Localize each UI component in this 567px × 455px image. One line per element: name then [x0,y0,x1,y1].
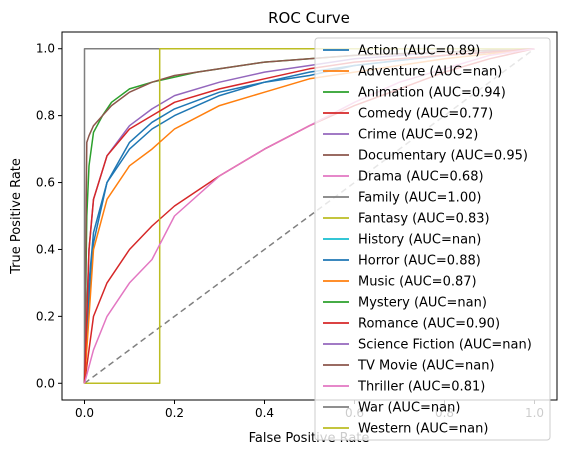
legend: Action (AUC=0.89) Adventure (AUC=nan) Anim… [314,37,551,441]
legend-entry-12: Mystery (AUC=nan) [358,296,487,311]
y-tick-label-0: 0.0 [36,376,55,390]
legend-entry-17: War (AUC=nan) [358,401,460,416]
legend-entry-2: Animation (AUC=0.94) [358,86,506,101]
y-tick-label-4: 0.8 [36,109,55,123]
y-tick-label-1: 0.2 [36,309,55,323]
legend-entry-14: Science Fiction (AUC=nan) [358,338,532,353]
legend-entry-7: Family (AUC=1.00) [358,191,481,206]
x-tick-label-2: 0.4 [255,406,274,420]
y-tick-label-3: 0.6 [36,176,55,190]
legend-entry-9: History (AUC=nan) [358,233,481,248]
legend-entry-13: Romance (AUC=0.90) [358,317,500,332]
legend-entry-10: Horror (AUC=0.88) [358,254,481,269]
legend-frame [314,37,551,441]
legend-entry-3: Comedy (AUC=0.77) [358,107,493,122]
y-tick-label-2: 0.4 [36,242,55,256]
x-tick-label-1: 0.2 [165,406,184,420]
axes-frame [61,31,558,401]
legend-entry-15: TV Movie (AUC=nan) [357,359,495,374]
legend-entry-1: Adventure (AUC=nan) [358,65,502,80]
legend-entry-5: Documentary (AUC=0.95) [358,149,528,164]
legend-entry-8: Fantasy (AUC=0.83) [358,212,490,227]
y-axis-label: True Positive Rate [9,158,24,275]
x-tick-label-0: 0.0 [75,406,94,420]
legend-entry-4: Crime (AUC=0.92) [358,128,478,143]
legend-entry-18: Western (AUC=nan) [358,422,488,437]
legend-entry-0: Action (AUC=0.89) [358,44,480,59]
chart-title: ROC Curve [268,9,350,27]
legend-entry-6: Drama (AUC=0.68) [358,170,484,185]
y-axis-ticks: 0.0 0.2 0.4 0.6 0.8 1.0 [36,42,62,390]
legend-entry-11: Music (AUC=0.87) [358,275,477,290]
legend-entry-16: Thriller (AUC=0.81) [357,380,485,395]
y-tick-label-5: 1.0 [36,42,55,56]
